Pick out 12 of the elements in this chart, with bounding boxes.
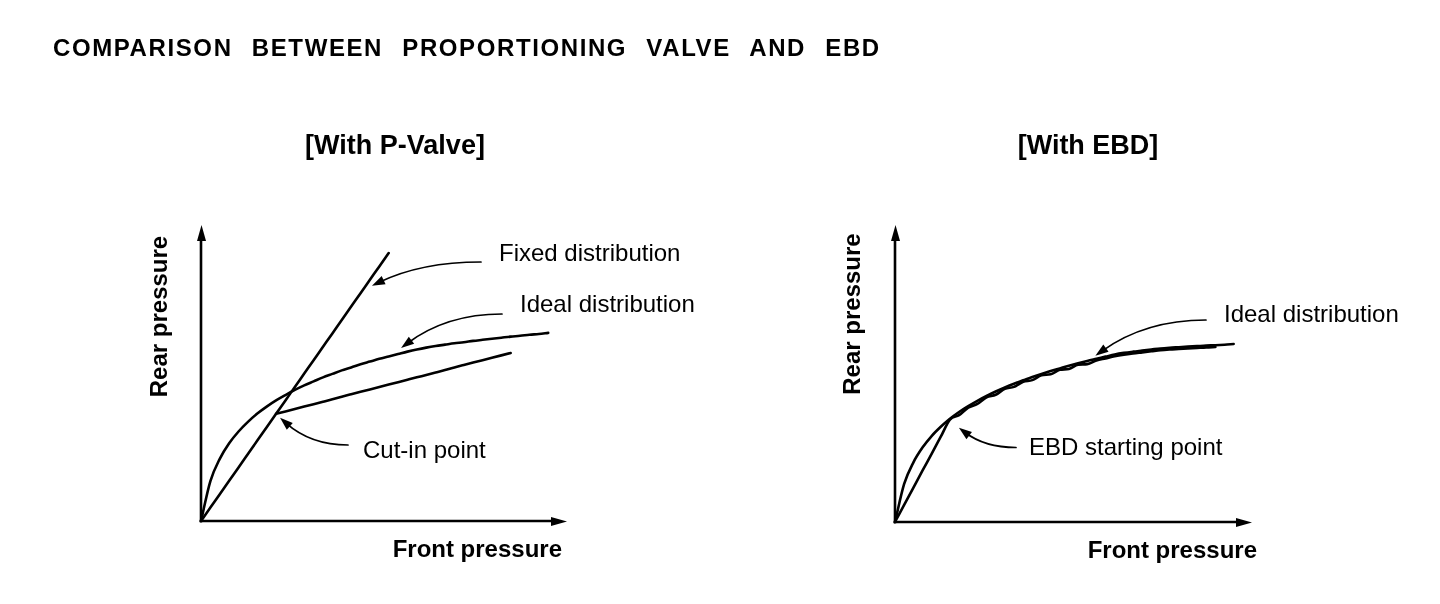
text: Fixed distribution [499,238,681,266]
x-axis-title: Front pressure [1087,535,1257,563]
chart-subtitle: [With P-Valve] [305,130,485,161]
chart-title: COMPARISON BETWEEN PROPORTIONING VALVE AND EBD [53,34,881,62]
series-label: Ideal distribution [520,289,695,317]
series-label: Ideal distribution [1224,299,1399,327]
x-axis-title: Front pressure [392,534,562,562]
annotation: EBD starting point [1029,433,1223,461]
y-axis-title: Rear pressure [838,233,866,395]
annotation: Cut-in point [363,435,487,463]
y-axis-title: Rear pressure [145,235,173,398]
chart-subtitle: [With EBD] [1017,130,1159,161]
